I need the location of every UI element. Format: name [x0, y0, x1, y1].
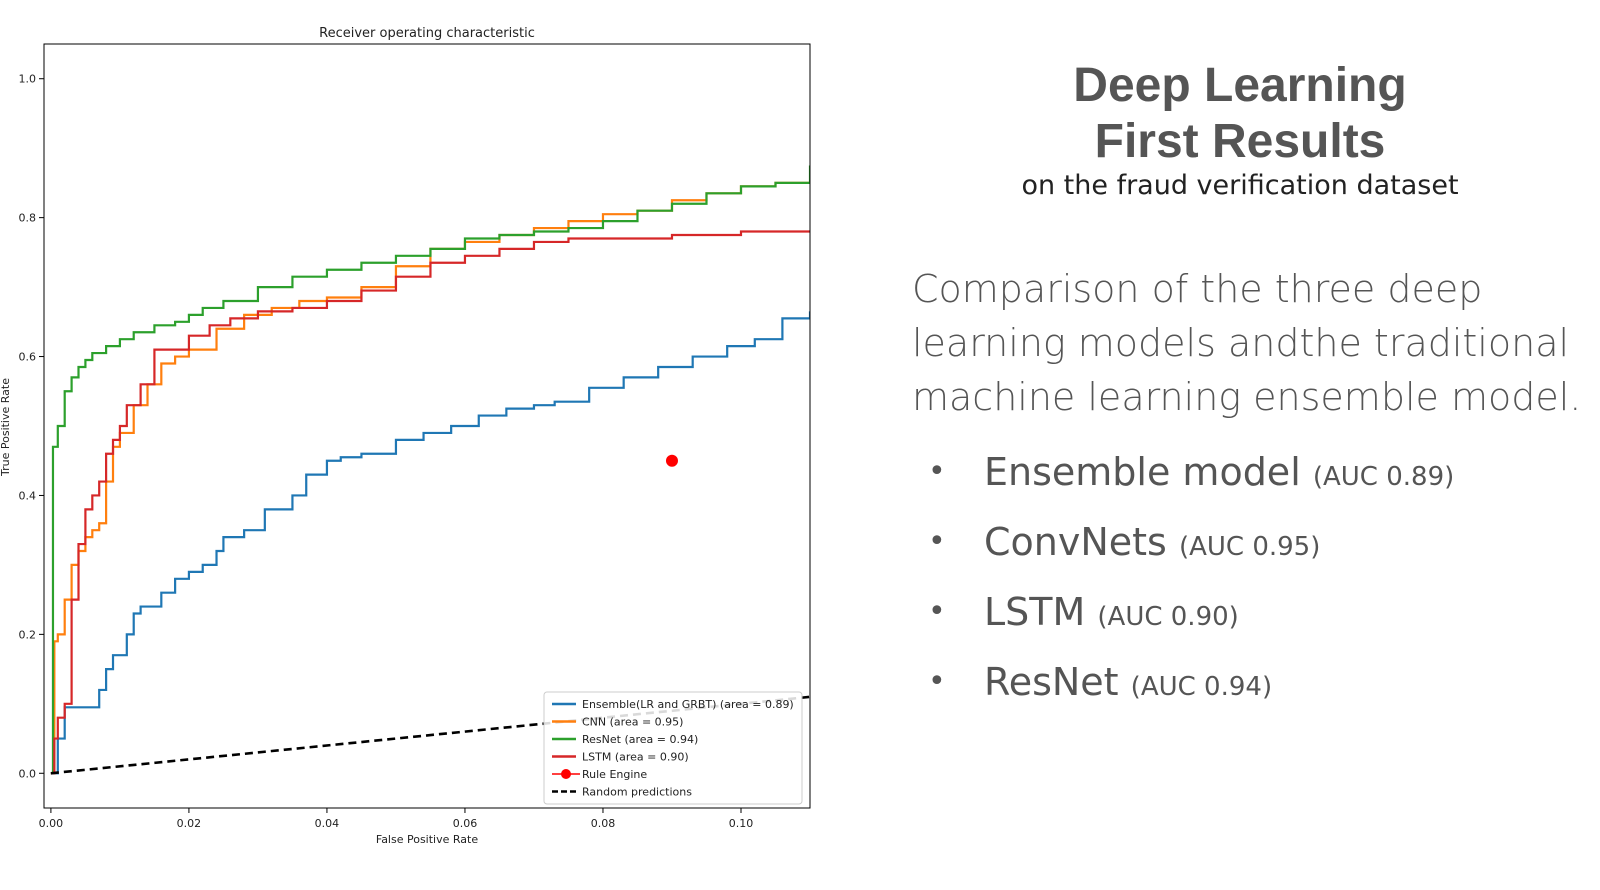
legend-label: Ensemble(LR and GRBT) (area = 0.89): [582, 698, 794, 711]
legend-label: Rule Engine: [582, 768, 647, 781]
axes-frame: [43, 43, 811, 809]
x-tick-label: 0.10: [729, 817, 754, 830]
series-line-2: [50, 165, 810, 775]
bullet-dot: •: [928, 594, 946, 629]
y-tick-label: 0.4: [19, 489, 37, 502]
slide-paragraph: Comparison of the three deep learning mo…: [912, 267, 1582, 419]
x-tick-label: 0.06: [453, 817, 478, 830]
legend-label: Random predictions: [582, 786, 692, 799]
bullet-auc: (AUC 0.89): [1312, 462, 1455, 492]
slide-title-line2: First Results: [1094, 115, 1386, 168]
x-tick-label: 0.04: [315, 817, 340, 830]
legend-box: [543, 691, 803, 805]
x-tick-label: 0.08: [591, 817, 616, 830]
bullet-auc: (AUC 0.95): [1178, 532, 1321, 562]
bullet-name: LSTM: [984, 590, 1086, 634]
bullet-dot: •: [928, 524, 946, 559]
y-tick-label: 0.8: [19, 212, 37, 225]
y-tick-label: 0.2: [19, 628, 37, 641]
slide-subtitle: on the fraud verification dataset: [1021, 170, 1459, 201]
roc-chart: 0.00 0.02 0.04 0.06 0.08 0.10 0.0 0.2 0.4 0.6 0.8 1…: [0, 26, 811, 846]
legend-label: CNN (area = 0.95): [582, 716, 683, 729]
bullet-dot: •: [928, 454, 946, 489]
slide-title-line1: Deep Learning: [1073, 59, 1407, 112]
x-tick-label: 0.00: [39, 817, 64, 830]
bullet-auc: (AUC 0.94): [1130, 672, 1273, 702]
legend: Ensemble(LR and GRBT) (area = 0.89) CNN (…: [543, 691, 803, 805]
series-line-3: [50, 230, 810, 775]
bullet-auc: (AUC 0.90): [1097, 602, 1239, 632]
axes-ticks: 0.00 0.02 0.04 0.06 0.08 0.10 0.0 0.2 0.4 0.6 0.8 1…: [19, 73, 754, 830]
y-tick-label: 0.0: [19, 767, 37, 780]
plot-area: [50, 165, 810, 775]
y-axis-label: True Positive Rate: [0, 378, 12, 477]
x-axis-label: False Positive Rate: [376, 833, 478, 846]
legend-label: ResNet (area = 0.94): [582, 733, 698, 746]
x-tick-label: 0.02: [177, 817, 202, 830]
y-tick-label: 0.6: [19, 351, 37, 364]
series-line-5: [50, 695, 810, 775]
bullet-name: ResNet: [984, 660, 1119, 704]
legend-label: LSTM (area = 0.90): [582, 751, 689, 764]
y-tick-label: 1.0: [19, 73, 37, 86]
series-line-0: [50, 311, 810, 775]
chart-title: Receiver operating characteristic: [319, 26, 535, 41]
rule-engine-point: [665, 454, 678, 467]
bullet-dot: •: [928, 664, 946, 699]
bullet-name: Ensemble model: [984, 450, 1301, 494]
bullet-name: ConvNets: [984, 520, 1167, 564]
